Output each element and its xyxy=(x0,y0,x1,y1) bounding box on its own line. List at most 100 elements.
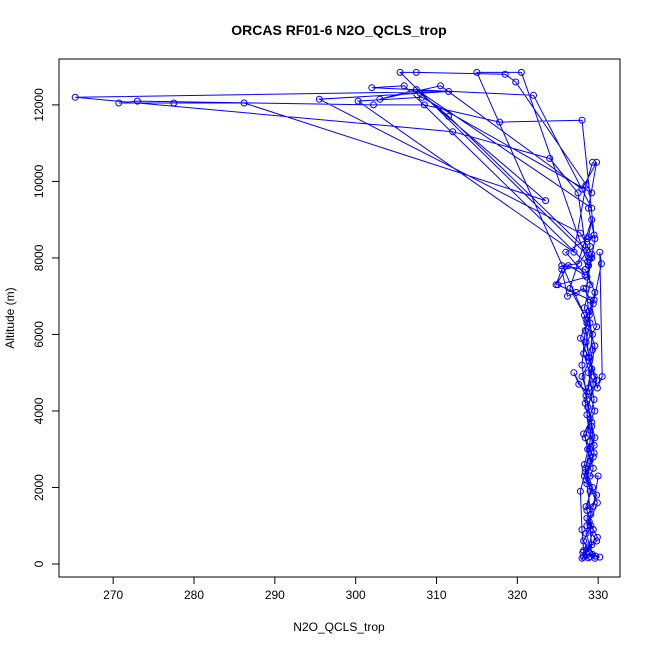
data-point xyxy=(578,526,586,534)
data-point xyxy=(589,331,596,338)
data-point xyxy=(581,434,589,442)
data-point xyxy=(583,396,591,403)
data-point xyxy=(570,248,578,256)
data-point xyxy=(582,503,590,511)
data-point xyxy=(598,373,606,380)
data-point xyxy=(588,204,596,212)
data-point xyxy=(588,189,596,197)
data-point xyxy=(591,407,599,415)
data-point xyxy=(437,82,444,90)
data-point xyxy=(530,91,537,99)
data-point xyxy=(593,158,601,166)
data-point xyxy=(564,262,572,270)
data-point xyxy=(583,522,591,530)
data-point xyxy=(591,434,599,442)
data-point xyxy=(590,296,598,304)
y-tick-label: 2000 xyxy=(32,474,46,501)
data-point xyxy=(580,311,588,319)
data-point xyxy=(583,319,591,327)
data-point xyxy=(580,461,588,468)
data-point xyxy=(170,99,178,107)
data-point xyxy=(587,510,595,518)
data-point xyxy=(590,231,598,239)
data-point xyxy=(418,93,426,101)
data-point xyxy=(354,97,362,105)
data-point xyxy=(552,281,560,289)
data-point xyxy=(564,292,571,300)
data-point xyxy=(585,384,592,392)
data-point xyxy=(583,514,591,522)
data-point xyxy=(584,235,592,243)
data-point xyxy=(585,308,593,315)
x-tick-label: 310 xyxy=(426,588,446,602)
data-point xyxy=(581,464,589,472)
y-axis-label: Altitude (m) xyxy=(3,287,17,348)
data-point xyxy=(593,533,601,541)
plot-frame xyxy=(58,58,621,578)
data-point xyxy=(583,506,591,514)
data-point xyxy=(585,311,593,319)
data-point xyxy=(593,323,601,331)
data-point xyxy=(585,369,592,377)
data-point xyxy=(582,392,590,400)
data-point xyxy=(597,260,605,268)
data-point xyxy=(589,550,596,558)
data-point xyxy=(578,554,586,562)
data-point xyxy=(412,68,420,76)
data-point xyxy=(594,472,602,480)
y-tick-label: 6000 xyxy=(32,321,46,348)
data-point xyxy=(588,216,596,224)
data-point xyxy=(590,449,598,457)
data-point xyxy=(581,327,589,335)
data-point xyxy=(576,334,584,342)
data-point xyxy=(596,553,604,561)
data-point xyxy=(585,204,592,212)
data-point xyxy=(586,472,594,480)
data-point xyxy=(71,93,79,101)
data-point xyxy=(368,84,376,92)
chart-title: ORCAS RF01-6 N2O_QCLS_trop xyxy=(231,22,446,38)
data-point xyxy=(517,68,525,76)
data-point xyxy=(420,101,428,109)
data-point xyxy=(580,285,588,292)
x-axis-label: N2O_QCLS_trop xyxy=(293,620,385,634)
data-point xyxy=(412,86,420,94)
data-point xyxy=(582,285,590,292)
data-point xyxy=(449,128,457,136)
data-point xyxy=(583,480,591,488)
data-point xyxy=(580,350,588,358)
data-point xyxy=(572,288,580,296)
data-point xyxy=(586,319,594,327)
x-tick-label: 320 xyxy=(507,588,527,602)
y-tick-label: 4000 xyxy=(32,397,46,424)
data-point xyxy=(590,373,598,380)
data-point xyxy=(575,380,583,388)
data-point xyxy=(593,491,601,499)
data-point xyxy=(589,300,597,308)
data-point xyxy=(585,353,592,361)
data-point xyxy=(590,396,598,403)
data-point xyxy=(588,422,596,430)
data-point xyxy=(583,246,591,254)
data-point xyxy=(445,112,453,120)
x-tick-label: 330 xyxy=(588,588,608,602)
data-point xyxy=(582,529,590,537)
data-point xyxy=(590,441,598,449)
data-point xyxy=(562,248,570,256)
data-point xyxy=(593,499,601,507)
series-line xyxy=(75,71,603,559)
data-point xyxy=(501,70,509,78)
data-point xyxy=(576,487,584,495)
data-point xyxy=(400,82,408,90)
data-point xyxy=(580,537,588,545)
data-point xyxy=(580,547,588,555)
y-tick-label: 12000 xyxy=(32,88,46,122)
data-point xyxy=(586,281,594,289)
data-point xyxy=(578,185,586,193)
data-point xyxy=(584,403,592,411)
data-point xyxy=(591,235,599,243)
data-point xyxy=(589,526,597,534)
data-point xyxy=(576,229,584,237)
data-point xyxy=(586,415,594,423)
